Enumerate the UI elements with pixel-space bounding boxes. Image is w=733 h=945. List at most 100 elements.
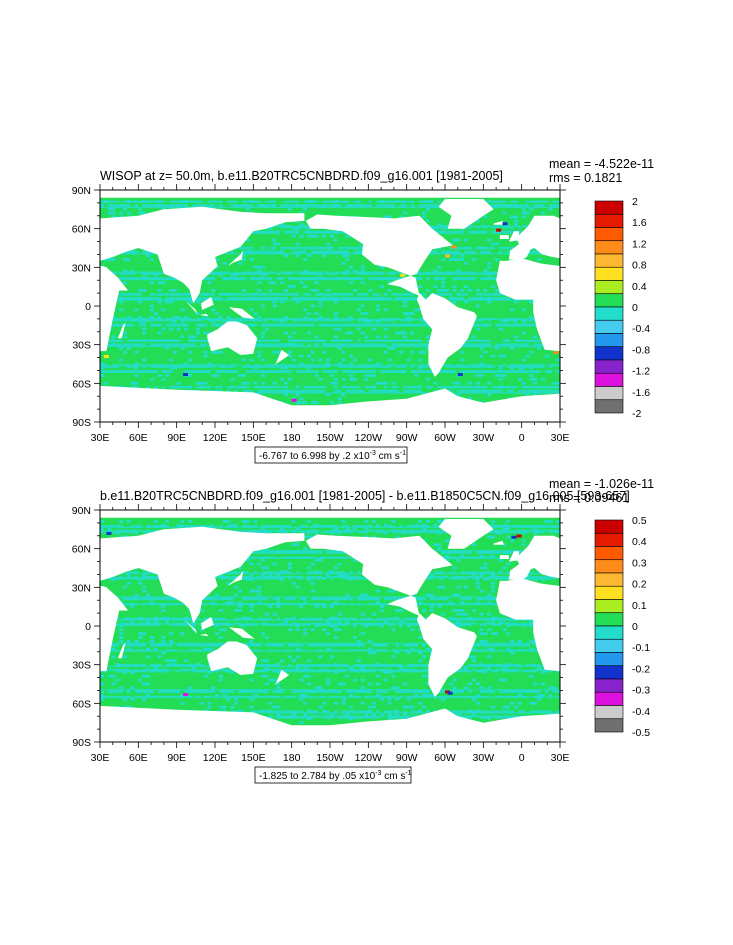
ocean-cell xyxy=(287,643,292,647)
ocean-cell xyxy=(487,593,492,597)
ocean-cell xyxy=(218,670,223,674)
ocean-cell xyxy=(391,666,396,670)
ocean-cell xyxy=(245,616,250,620)
ocean-cell xyxy=(376,535,381,539)
ocean-cell xyxy=(253,377,258,381)
ocean-cell xyxy=(165,312,170,316)
ocean-cell xyxy=(452,674,457,678)
ocean-cell xyxy=(468,581,473,585)
ocean-cell xyxy=(245,562,250,566)
colorbar-label: -2 xyxy=(632,408,641,420)
ocean-cell xyxy=(510,527,515,531)
ocean-cell xyxy=(437,585,442,589)
ocean-cell xyxy=(330,296,335,300)
ocean-cell xyxy=(372,713,377,717)
ocean-cell xyxy=(448,258,453,261)
ocean-cell xyxy=(176,327,181,331)
ocean-cell xyxy=(310,624,315,628)
land-mask xyxy=(207,641,258,675)
ocean-cell xyxy=(310,562,315,566)
ocean-cell xyxy=(422,523,427,527)
ocean-cell xyxy=(195,620,200,624)
ocean-cell xyxy=(172,319,177,323)
ocean-cell xyxy=(119,346,124,350)
colorbar-label: -0.2 xyxy=(632,663,650,675)
ocean-cell xyxy=(414,200,419,203)
ocean-cell xyxy=(318,608,323,612)
ocean-cell xyxy=(184,616,189,620)
ocean-cell xyxy=(502,678,507,682)
ocean-cell xyxy=(498,238,503,242)
ocean-cell xyxy=(211,694,216,697)
ocean-cell xyxy=(464,381,469,385)
ocean-cell xyxy=(379,397,384,401)
ocean-cell xyxy=(157,374,162,377)
ocean-cell xyxy=(498,354,503,358)
ocean-cell xyxy=(130,585,135,589)
ocean-cell xyxy=(307,717,312,721)
ocean-cell xyxy=(222,319,227,323)
ocean-cell xyxy=(525,651,530,655)
ocean-cell xyxy=(356,686,361,690)
land-mask xyxy=(200,297,214,310)
ocean-cell xyxy=(264,547,269,550)
ocean-cell xyxy=(322,593,327,597)
y-tick-label: 30N xyxy=(72,262,91,274)
ocean-cell xyxy=(245,709,250,713)
ocean-cell xyxy=(356,203,361,207)
ocean-cell xyxy=(360,651,365,655)
ocean-cell xyxy=(353,624,358,628)
ocean-cell xyxy=(552,709,557,713)
ocean-cell xyxy=(360,612,365,616)
ocean-cell xyxy=(218,316,223,319)
ocean-cell xyxy=(295,597,300,601)
ocean-cell xyxy=(475,300,480,304)
ocean-cell xyxy=(402,632,407,636)
ocean-cell xyxy=(172,523,177,527)
ocean-cell xyxy=(172,666,177,670)
ocean-cell xyxy=(383,377,388,381)
ocean-cell xyxy=(153,300,158,304)
ocean-cell xyxy=(111,663,116,666)
ocean-cell xyxy=(138,578,143,581)
ocean-cell xyxy=(107,674,112,678)
ocean-cell xyxy=(180,312,185,316)
ocean-cell xyxy=(276,292,281,296)
ocean-cell xyxy=(345,713,350,717)
ocean-cell xyxy=(395,651,400,655)
ocean-cell xyxy=(264,566,269,570)
ocean-cell xyxy=(268,304,273,308)
ocean-cell xyxy=(310,655,315,659)
ocean-cell xyxy=(169,612,174,616)
ocean-cell xyxy=(456,624,461,628)
ocean-cell xyxy=(326,246,331,250)
ocean-cell xyxy=(222,277,227,281)
ocean-cell xyxy=(475,620,480,624)
ocean-cell xyxy=(330,628,335,632)
ocean-cell xyxy=(333,705,338,709)
ocean-cell xyxy=(402,694,407,697)
ocean-cell xyxy=(372,304,377,308)
ocean-cell xyxy=(326,242,331,246)
ocean-cell xyxy=(195,666,200,670)
ocean-cell xyxy=(280,200,285,203)
ocean-cell xyxy=(414,319,419,323)
x-tick-label: 90W xyxy=(396,432,418,444)
ocean-cell xyxy=(169,304,174,308)
ocean-cell xyxy=(280,300,285,304)
ocean-cell xyxy=(341,335,346,339)
ocean-cell xyxy=(272,647,277,651)
ocean-cell xyxy=(207,381,212,385)
ocean-cell xyxy=(368,605,373,608)
ocean-cell xyxy=(498,531,503,535)
ocean-cell xyxy=(307,601,312,605)
ocean-cell xyxy=(149,374,154,377)
ocean-cell xyxy=(330,401,335,404)
colorbar-label: 0.2 xyxy=(632,579,647,591)
ocean-cell xyxy=(253,265,258,269)
ocean-cell xyxy=(441,285,446,288)
ocean-cell xyxy=(241,358,246,362)
ocean-cell xyxy=(544,381,549,385)
colorbar-box xyxy=(594,599,624,614)
ocean-cell xyxy=(475,690,480,694)
